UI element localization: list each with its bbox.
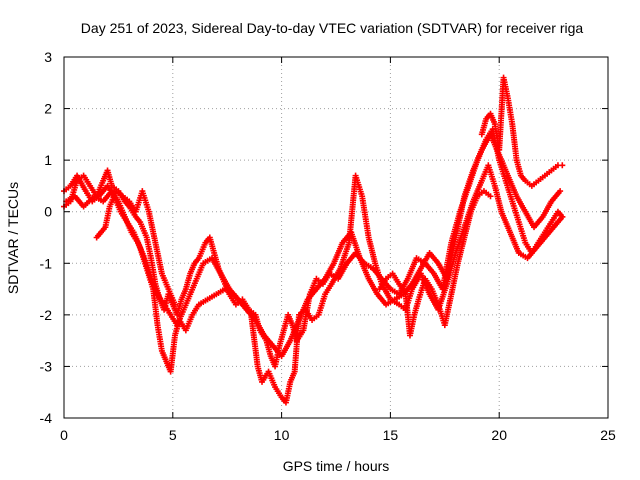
y-tick-label: 0 [44, 204, 52, 220]
y-tick-label: -1 [40, 255, 53, 271]
data-layer [61, 74, 566, 406]
chart-title: Day 251 of 2023, Sidereal Day-to-day VTE… [81, 20, 584, 36]
series-trace-d [478, 74, 566, 189]
y-tick-label: 2 [44, 101, 52, 117]
y-tick-label: -3 [40, 358, 53, 374]
series-trace-f [376, 188, 494, 339]
y-tick-label: 1 [44, 152, 52, 168]
series-trace-c [63, 131, 564, 360]
x-tick-label: 0 [60, 427, 68, 443]
data-point [557, 188, 564, 195]
data-point [171, 301, 178, 308]
x-tick-label: 5 [169, 427, 177, 443]
y-axis-label: SDTVAR / TECUs [5, 182, 21, 294]
x-tick-label: 25 [600, 427, 616, 443]
x-tick-label: 20 [491, 427, 507, 443]
data-point [559, 213, 566, 220]
data-point [559, 162, 566, 169]
x-tick-label: 10 [274, 427, 290, 443]
y-tick-label: -4 [40, 410, 53, 426]
series-trace-e [93, 188, 178, 308]
x-axis-label: GPS time / hours [283, 458, 390, 474]
y-tick-label: 3 [44, 49, 52, 65]
x-tick-label: 15 [383, 427, 399, 443]
data-point [487, 193, 494, 200]
y-tick-label: -2 [40, 307, 53, 323]
plot-frame [63, 56, 609, 419]
